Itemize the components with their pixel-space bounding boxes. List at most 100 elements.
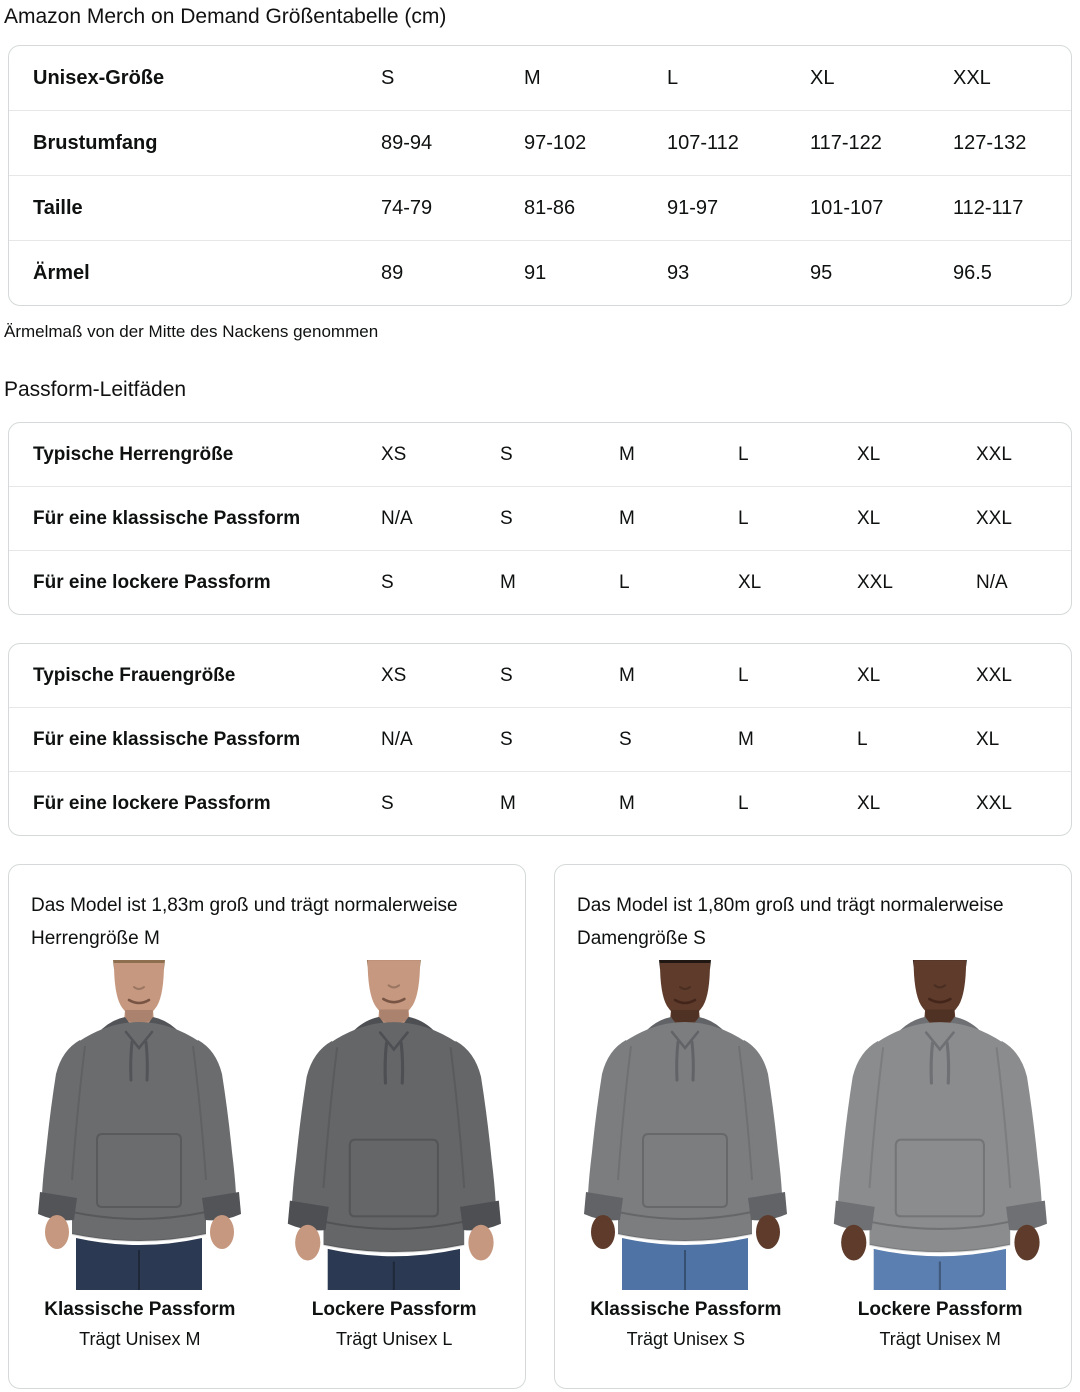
row-label: Für eine lockere Passform xyxy=(33,792,271,814)
table-row: Ärmel 89 91 93 95 96.5 xyxy=(9,240,1071,305)
mens-model-card: Das Model ist 1,83m groß und trägt norma… xyxy=(8,864,526,1390)
row-label: Taille xyxy=(33,196,83,219)
table-row: Typische Frauengröße XS S M L XL XXL xyxy=(9,644,1071,707)
womens-fit-table: Typische Frauengröße XS S M L XL XXL Für… xyxy=(8,643,1072,837)
sleeve-measure-note: Ärmelmaß von der Mitte des Nackens genom… xyxy=(4,322,379,342)
size-cell: L xyxy=(738,443,749,465)
model-cards-row: Das Model ist 1,83m groß und trägt norma… xyxy=(8,864,1072,1390)
size-cell: 91 xyxy=(524,261,547,284)
table-row: Taille 74-79 81-86 91-97 101-107 112-117 xyxy=(9,175,1071,240)
size-cell: L xyxy=(738,792,749,814)
table-row: Für eine lockere Passform S M L XL XXL N… xyxy=(9,550,1071,614)
size-worn-label: Trägt Unisex S xyxy=(626,1328,746,1349)
size-cell: XXL xyxy=(953,66,991,89)
size-cell: XL xyxy=(857,507,881,529)
size-cell: 97-102 xyxy=(524,131,587,154)
size-cell: 74-79 xyxy=(381,196,433,219)
size-cell: S xyxy=(381,571,394,593)
size-cell: S xyxy=(500,507,513,529)
mens-fit-table: Typische Herrengröße XS S M L XL XXL Für… xyxy=(8,422,1072,616)
loose-fit-column: Lockere Passform Trägt Unisex M xyxy=(817,960,1064,1350)
size-cell: XXL xyxy=(976,507,1012,529)
size-cell: S xyxy=(381,792,394,814)
fit-label: Lockere Passform xyxy=(857,1298,1023,1320)
size-worn-label: Trägt Unisex L xyxy=(335,1328,453,1349)
size-cell: 112-117 xyxy=(953,196,1024,219)
size-cell: S xyxy=(619,728,632,750)
size-cell: L xyxy=(738,664,749,686)
size-cell: N/A xyxy=(381,507,413,529)
size-cell: S xyxy=(381,66,395,89)
size-cell: 93 xyxy=(667,261,690,284)
size-cell: 127-132 xyxy=(953,131,1027,154)
model-photo-male-loose xyxy=(277,960,512,1290)
model-caption: Das Model ist 1,80m groß und trägt norma… xyxy=(577,895,1004,950)
row-label: Typische Herrengröße xyxy=(33,443,234,465)
row-label: Unisex-Größe xyxy=(33,66,165,89)
classic-fit-column: Klassische Passform Trägt Unisex S xyxy=(562,960,809,1350)
size-cell: XXL xyxy=(857,571,893,593)
row-label: Typische Frauengröße xyxy=(33,664,236,686)
size-cell: XL xyxy=(738,571,762,593)
size-cell: XL xyxy=(976,728,1000,750)
size-cell: M xyxy=(619,792,635,814)
size-cell: 107-112 xyxy=(667,131,739,154)
loose-fit-column: Lockere Passform Trägt Unisex L xyxy=(271,960,518,1350)
womens-model-card: Das Model ist 1,80m groß und trägt norma… xyxy=(554,864,1072,1390)
size-worn-label: Trägt Unisex M xyxy=(79,1328,201,1349)
size-cell: XXL xyxy=(976,443,1012,465)
size-cell: L xyxy=(619,571,630,593)
size-cell: 81-86 xyxy=(524,196,576,219)
size-cell: S xyxy=(500,728,513,750)
row-label: Für eine klassische Passform xyxy=(33,507,301,529)
size-cell: XL xyxy=(857,792,881,814)
size-cell: 89 xyxy=(381,261,404,284)
model-photos-row: Klassische Passform Trägt Unisex M Locke… xyxy=(9,960,525,1350)
size-cell: 95 xyxy=(810,261,833,284)
size-cell: N/A xyxy=(381,728,413,750)
model-photos-row: Klassische Passform Trägt Unisex S Locke… xyxy=(555,960,1071,1350)
size-cell: N/A xyxy=(976,571,1008,593)
fit-guides-heading: Passform-Leitfäden xyxy=(4,378,187,402)
row-label: Für eine lockere Passform xyxy=(33,571,271,593)
size-worn-label: Trägt Unisex M xyxy=(879,1328,1001,1349)
size-cell: L xyxy=(857,728,868,750)
size-cell: L xyxy=(667,66,679,89)
size-cell: XS xyxy=(381,443,407,465)
size-cell: S xyxy=(500,664,513,686)
table-row: Brustumfang 89-94 97-102 107-112 117-122… xyxy=(9,110,1071,175)
classic-fit-column: Klassische Passform Trägt Unisex M xyxy=(16,960,263,1350)
size-cell: XS xyxy=(381,664,407,686)
size-cell: M xyxy=(524,66,541,89)
size-cell: XL xyxy=(857,664,881,686)
size-cell: 96.5 xyxy=(953,261,992,284)
table-row: Für eine klassische Passform N/A S M L X… xyxy=(9,486,1071,550)
size-cell: 117-122 xyxy=(810,131,882,154)
table-row: Für eine klassische Passform N/A S S M L… xyxy=(9,707,1071,771)
model-photo-female-classic xyxy=(568,960,803,1290)
fit-label: Klassische Passform xyxy=(44,1298,236,1320)
size-cell: 101-107 xyxy=(810,196,884,219)
table-row: Für eine lockere Passform S M M L XL XXL xyxy=(9,771,1071,835)
model-photo-male-classic xyxy=(22,960,257,1290)
size-cell: 91-97 xyxy=(667,196,719,219)
row-label: Ärmel xyxy=(33,261,90,284)
table-row: Typische Herrengröße XS S M L XL XXL xyxy=(9,423,1071,486)
model-caption: Das Model ist 1,83m groß und trägt norma… xyxy=(31,895,458,950)
size-cell: S xyxy=(500,443,513,465)
size-cell: M xyxy=(619,664,635,686)
fit-label: Klassische Passform xyxy=(590,1298,782,1320)
fit-label: Lockere Passform xyxy=(311,1298,477,1320)
size-cell: 89-94 xyxy=(381,131,433,154)
size-cell: L xyxy=(738,507,749,529)
row-label: Brustumfang xyxy=(33,131,158,154)
size-cell: M xyxy=(500,571,516,593)
size-cell: XXL xyxy=(976,792,1012,814)
size-cell: XL xyxy=(857,443,881,465)
table-row: Unisex-Größe S M L XL XXL xyxy=(9,46,1071,110)
size-cell: M xyxy=(738,728,754,750)
row-label: Für eine klassische Passform xyxy=(33,728,301,750)
model-photo-female-loose xyxy=(823,960,1058,1290)
size-cell: XXL xyxy=(976,664,1012,686)
size-cell: XL xyxy=(810,66,835,89)
